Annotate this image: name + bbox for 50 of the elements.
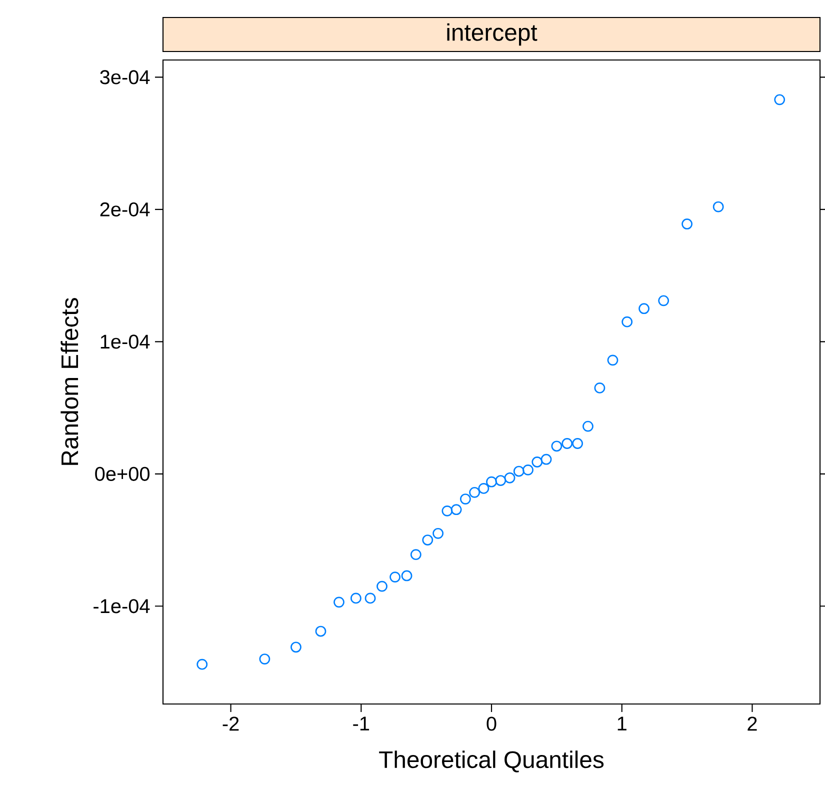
point	[450, 504, 462, 516]
y-tick-label: -1e-04	[94, 599, 150, 614]
point	[196, 658, 208, 670]
point	[469, 486, 480, 498]
point	[658, 295, 670, 306]
y-tick-label: 3e-04	[100, 70, 150, 84]
y-tick-label: 1e-04	[100, 334, 150, 349]
chart-title: intercept	[447, 23, 538, 46]
point	[259, 654, 270, 664]
point	[376, 580, 388, 592]
point	[522, 464, 534, 476]
point	[622, 316, 633, 328]
point	[432, 528, 444, 539]
point	[504, 472, 516, 484]
x-tick-label: -2	[222, 716, 239, 731]
point	[594, 382, 606, 394]
point	[495, 475, 506, 486]
point	[486, 476, 497, 488]
point	[513, 466, 524, 477]
point	[364, 592, 376, 604]
x-tick-label: 2	[748, 716, 757, 731]
point	[401, 570, 412, 582]
point	[315, 626, 326, 637]
y-axis-title: Random Effects	[60, 298, 78, 465]
point	[532, 456, 543, 468]
point	[334, 596, 344, 608]
point	[540, 454, 552, 465]
point	[390, 572, 400, 583]
point	[478, 482, 490, 494]
point	[582, 420, 594, 432]
point	[442, 505, 453, 516]
point	[410, 549, 422, 560]
point	[607, 354, 618, 366]
point	[638, 303, 650, 314]
point	[551, 440, 562, 452]
point	[460, 494, 471, 504]
point	[712, 201, 724, 212]
x-axis-title: Theoretical Quantiles	[379, 750, 604, 772]
point	[774, 94, 786, 106]
x-tick-label: 0	[486, 716, 496, 731]
point	[290, 642, 302, 653]
point	[682, 218, 692, 230]
point	[350, 592, 362, 604]
point	[562, 438, 573, 449]
y-tick-label: 0e+00	[95, 466, 150, 481]
point	[572, 438, 583, 449]
x-tick-label: -1	[353, 716, 370, 730]
y-tick-label: 2e-04	[100, 202, 150, 216]
point	[422, 534, 434, 546]
x-tick-label: 1	[618, 716, 626, 730]
